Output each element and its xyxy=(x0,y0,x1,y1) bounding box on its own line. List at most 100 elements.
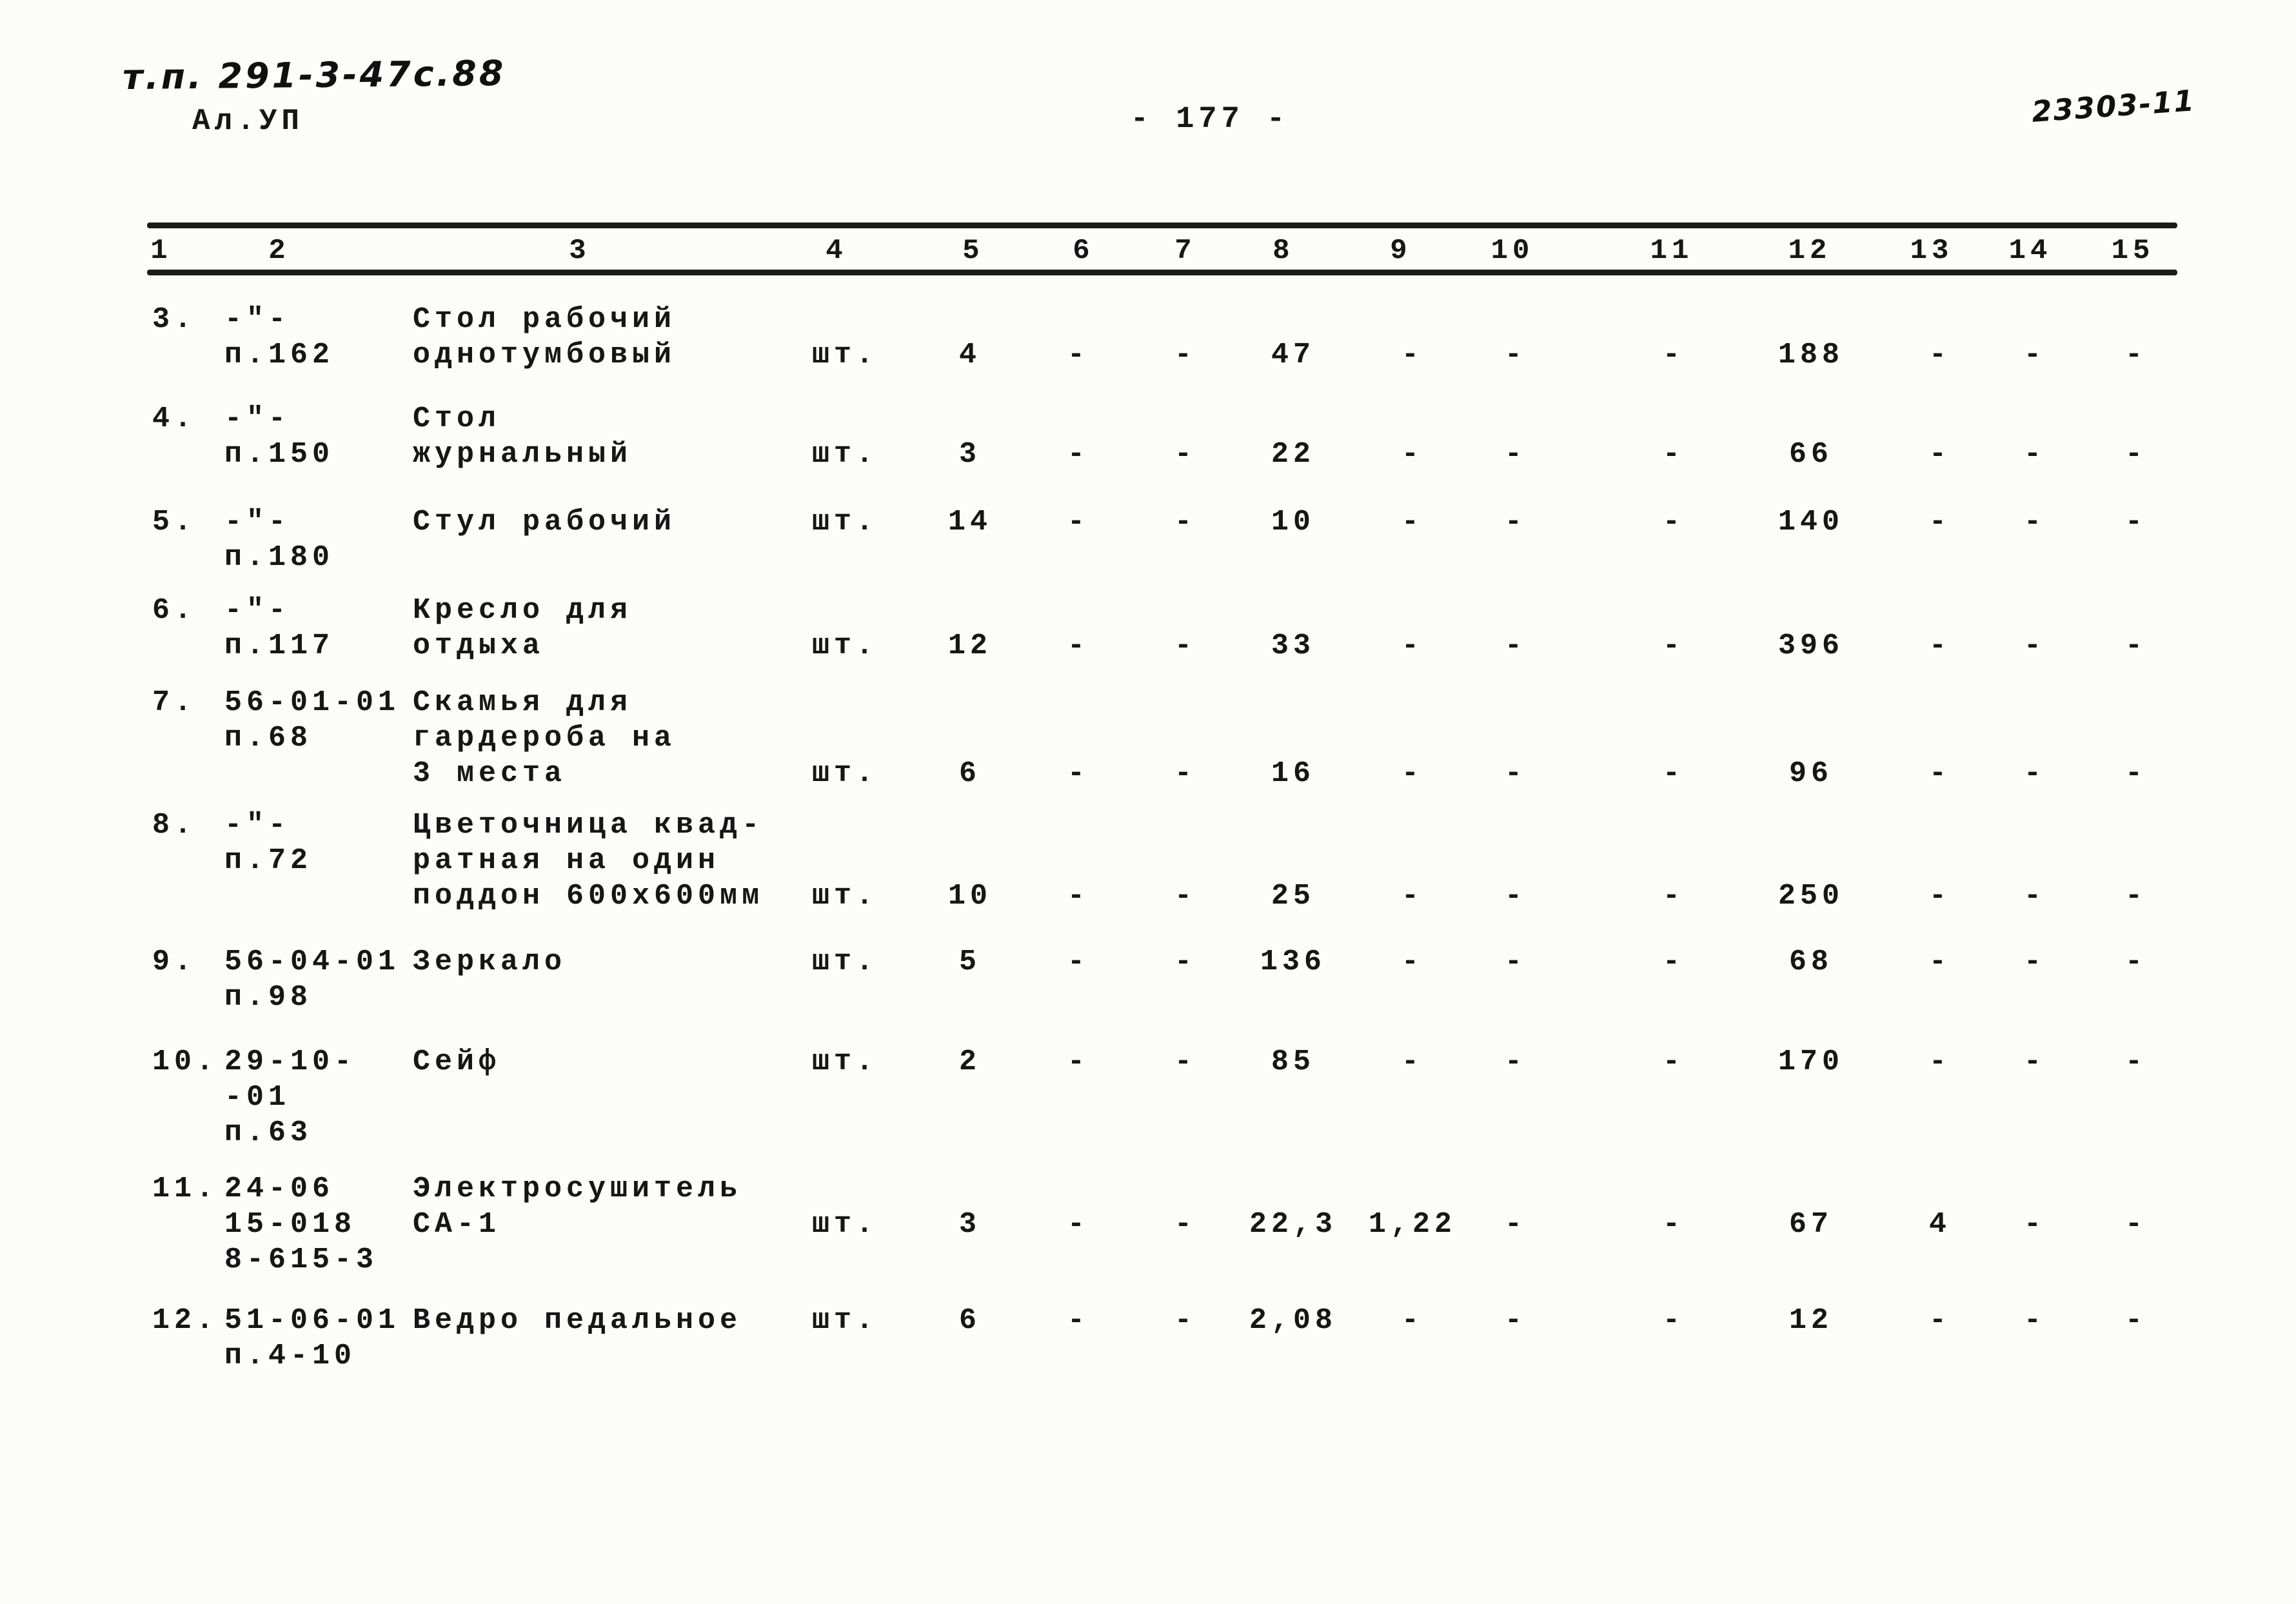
value-cell: - xyxy=(2124,880,2147,913)
value-cell: - xyxy=(1504,1045,1527,1078)
value-cell: 66 xyxy=(1788,438,1833,471)
column-number: 7 xyxy=(1174,235,1196,267)
value-cell: 96 xyxy=(1788,757,1833,790)
item-name-line: поддон 600х600мм xyxy=(413,880,764,913)
value-cell: 16 xyxy=(1271,757,1315,790)
value-cell: - xyxy=(1174,1045,1196,1078)
value-cell: - xyxy=(1067,629,1089,662)
value-cell: - xyxy=(2124,757,2147,790)
item-code-line: п.72 xyxy=(224,844,313,877)
item-name-line: Сейф xyxy=(413,1045,501,1078)
value-cell: - xyxy=(1401,339,1423,371)
column-number: 1 xyxy=(150,235,172,267)
item-number: 10. xyxy=(152,1045,219,1078)
item-code-line: 8-615-3 xyxy=(224,1243,379,1276)
value-cell: - xyxy=(1401,629,1423,662)
table-header-row: 1 2 3 4 5 6 7 8 9 10 11 12 13 14 15 xyxy=(0,233,2296,272)
table-row: 11. 24-06 15-018 8-615-3 Электросушитель СА-1… xyxy=(0,1171,2296,1276)
value-cell: 5 xyxy=(958,946,981,978)
value-cell: - xyxy=(1662,946,1685,978)
column-number: 10 xyxy=(1490,235,1534,267)
column-number: 14 xyxy=(2008,235,2052,267)
column-number: 9 xyxy=(1390,235,1412,267)
value-cell: - xyxy=(1504,438,1527,471)
value-cell: - xyxy=(2023,438,2046,471)
value-cell: 4 xyxy=(958,339,981,371)
column-number: 5 xyxy=(962,235,984,267)
value-cell: - xyxy=(1504,880,1527,913)
item-name-line: Зеркало xyxy=(413,946,567,978)
value-cell: - xyxy=(2124,1304,2147,1337)
value-cell: - xyxy=(1067,438,1089,471)
item-name-line: Электросушитель xyxy=(413,1173,742,1205)
table-row: 10. 29-10- -01 п.63 Сейф шт. 2 - - 85 - - - 170 - - - xyxy=(0,1044,2296,1149)
value-cell: - xyxy=(1928,506,1951,539)
column-number: 3 xyxy=(569,235,591,267)
value-cell: - xyxy=(1067,757,1089,790)
value-cell: - xyxy=(2124,339,2147,371)
value-cell: 170 xyxy=(1777,1045,1844,1078)
value-cell: - xyxy=(1174,339,1196,371)
item-number: 5. xyxy=(152,506,197,539)
value-cell: 250 xyxy=(1777,880,1844,913)
item-number: 4. xyxy=(152,402,197,435)
item-number: 9. xyxy=(152,946,197,978)
unit-cell: шт. xyxy=(811,880,878,913)
table-rule-top xyxy=(147,223,2177,228)
value-cell: - xyxy=(2023,880,2046,913)
table-row: 8. -"- п.72 Цветочница квад-ратная на один п… xyxy=(0,807,2296,913)
value-cell: - xyxy=(2124,629,2147,662)
column-number: 11 xyxy=(1650,235,1694,267)
item-code-line: -01 xyxy=(224,1081,291,1114)
value-cell: - xyxy=(2023,1045,2046,1078)
item-name-line: Цветочница квад- xyxy=(413,809,764,842)
value-cell: - xyxy=(1401,1045,1423,1078)
value-cell: - xyxy=(1067,880,1089,913)
item-name-line: отдыха xyxy=(413,629,545,662)
value-cell: 3 xyxy=(958,438,981,471)
value-cell: 85 xyxy=(1271,1045,1315,1078)
value-cell: 396 xyxy=(1777,629,1844,662)
value-cell: - xyxy=(1174,438,1196,471)
value-cell: - xyxy=(1401,880,1423,913)
item-name-line: Скамья для xyxy=(413,686,633,719)
value-cell: - xyxy=(1067,506,1089,539)
value-cell: 140 xyxy=(1777,506,1844,539)
value-cell: - xyxy=(2124,1045,2147,1078)
value-cell: 3 xyxy=(958,1208,981,1241)
value-cell: 22,3 xyxy=(1249,1208,1338,1241)
value-cell: 2,08 xyxy=(1249,1304,1338,1337)
value-cell: - xyxy=(1174,506,1196,539)
item-name-line: 3 места xyxy=(413,757,567,790)
item-number: 11. xyxy=(152,1173,219,1205)
value-cell: 10 xyxy=(1271,506,1315,539)
unit-cell: шт. xyxy=(811,1045,878,1078)
value-cell: 33 xyxy=(1271,629,1315,662)
value-cell: 47 xyxy=(1271,339,1315,371)
value-cell: - xyxy=(1401,506,1423,539)
value-cell: - xyxy=(1401,1304,1423,1337)
item-name-line: однотумбовый xyxy=(413,339,677,371)
value-cell: - xyxy=(1067,1304,1089,1337)
item-code-line: 51-06-01 xyxy=(224,1304,401,1337)
column-number: 13 xyxy=(1910,235,1954,267)
item-code-line: -"- xyxy=(224,303,291,336)
unit-cell: шт. xyxy=(811,757,878,790)
item-code-line: п.117 xyxy=(224,629,335,662)
item-code-line: -"- xyxy=(224,594,291,627)
value-cell: - xyxy=(1662,880,1685,913)
value-cell: - xyxy=(2124,438,2147,471)
table-row: 4. -"- п.150 Стол журнальный шт. 3 - - 22 - - - 66 - - - xyxy=(0,401,2296,471)
value-cell: - xyxy=(1504,1304,1527,1337)
item-code-line: п.4-10 xyxy=(224,1340,357,1372)
item-code-line: п.98 xyxy=(224,981,313,1014)
item-number: 7. xyxy=(152,686,197,719)
item-code-line: п.162 xyxy=(224,339,335,371)
value-cell: - xyxy=(1504,1208,1527,1241)
value-cell: - xyxy=(1504,946,1527,978)
value-cell: - xyxy=(2124,1208,2147,1241)
column-number: 12 xyxy=(1788,235,1832,267)
value-cell: - xyxy=(1928,946,1951,978)
value-cell: - xyxy=(1174,946,1196,978)
